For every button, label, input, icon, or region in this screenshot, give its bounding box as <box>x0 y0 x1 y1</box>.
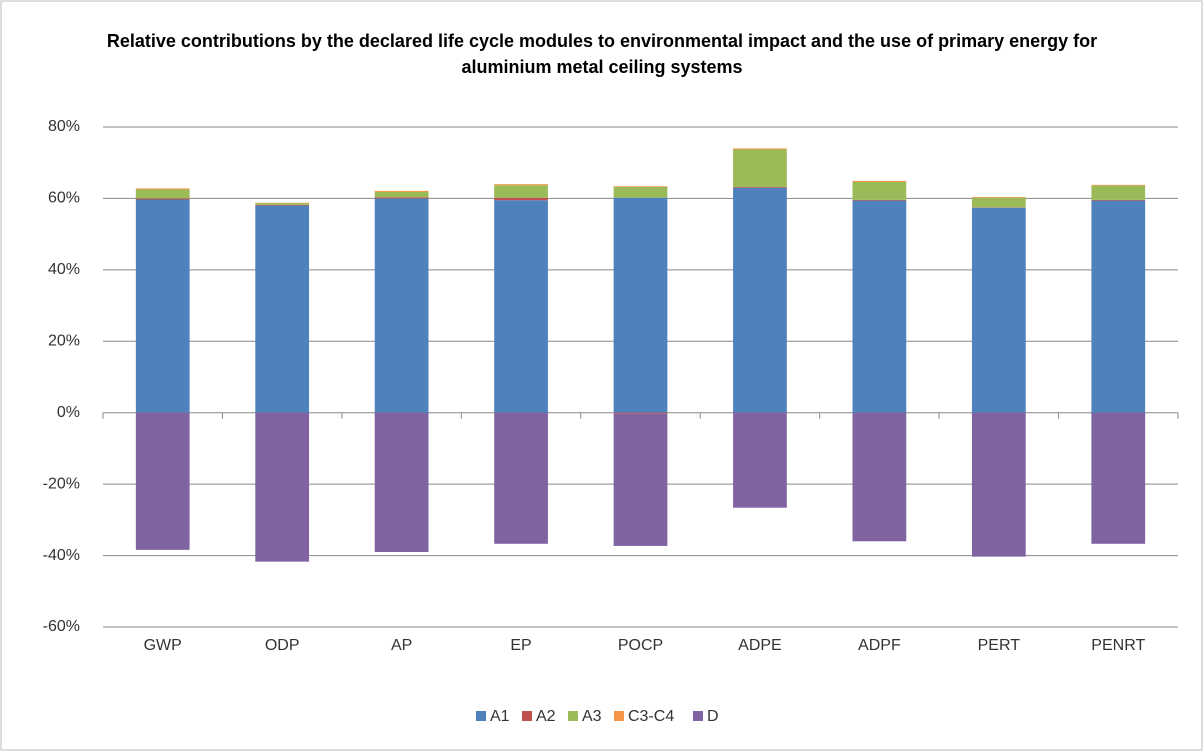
bar-segment <box>852 412 907 542</box>
bar-segment <box>494 200 548 413</box>
bar-segment <box>852 199 907 201</box>
bar-segment <box>255 204 310 206</box>
bar-segment <box>255 205 310 413</box>
bar-segment <box>733 149 787 187</box>
bar-segment <box>255 203 310 205</box>
bar-segment <box>494 184 548 186</box>
legend-swatch <box>476 711 486 721</box>
bar-segment <box>374 197 429 199</box>
bar-segment <box>971 197 1026 208</box>
bar-segment <box>135 189 190 199</box>
bar-segment <box>135 199 190 413</box>
bar-segment <box>374 412 429 552</box>
x-tick-label: ADPF <box>858 637 901 654</box>
bar-segment <box>374 190 429 192</box>
bar-segment <box>613 412 668 414</box>
x-tick-label: EP <box>510 637 531 654</box>
bar-segment <box>1091 199 1146 201</box>
bar-segment <box>971 197 1026 198</box>
x-tick-label: ODP <box>265 637 300 654</box>
y-tick-label: -40% <box>43 547 80 564</box>
legend-label: D <box>707 708 719 725</box>
y-tick-label: 80% <box>48 118 80 135</box>
legend-label: A1 <box>490 708 510 725</box>
bar-segment <box>135 412 190 550</box>
bar-segment <box>1091 200 1146 413</box>
y-tick-label: 40% <box>48 261 80 278</box>
bar-segment <box>494 412 548 544</box>
legend-label: A2 <box>536 708 556 725</box>
bar-segment <box>733 187 787 413</box>
y-tick-label: -20% <box>43 475 80 492</box>
legend-swatch <box>614 711 624 721</box>
y-tick-label: 60% <box>48 190 80 207</box>
legend-label: A3 <box>582 708 602 725</box>
bar-segment <box>135 188 190 190</box>
bar-segment <box>733 412 787 508</box>
legend-swatch <box>568 711 578 721</box>
bar-segment <box>494 197 548 201</box>
bar-segment <box>135 198 190 200</box>
bar-segment <box>1091 185 1146 200</box>
bar-segment <box>374 198 429 413</box>
bar-segment <box>1091 412 1146 544</box>
bar-segment <box>613 187 668 198</box>
x-tick-label: AP <box>391 637 412 654</box>
legend-swatch <box>522 711 532 721</box>
bar-segment <box>494 185 548 198</box>
bar-segment <box>852 180 907 182</box>
x-tick-label: PERT <box>978 637 1021 654</box>
bar-segment <box>1091 184 1146 186</box>
x-tick-label: POCP <box>618 637 663 654</box>
legend-label: C3-C4 <box>628 708 674 725</box>
bar-segment <box>971 412 1026 557</box>
bar-segment <box>613 413 668 546</box>
x-tick-label: PENRT <box>1091 637 1145 654</box>
bar-segment <box>852 182 907 200</box>
bar-segment <box>374 192 429 198</box>
bar-segment <box>971 207 1026 413</box>
y-tick-label: 0% <box>57 404 80 421</box>
bar-segment <box>733 187 787 188</box>
chart-title: Relative contributions by the declared l… <box>106 31 1098 77</box>
bar-segment <box>255 412 310 562</box>
bar-segment <box>733 148 787 150</box>
x-tick-label: ADPE <box>738 637 782 654</box>
legend-swatch <box>693 711 703 721</box>
x-tick-label: GWP <box>144 637 182 654</box>
y-tick-label: 20% <box>48 333 80 350</box>
bar-segment <box>613 197 668 413</box>
bar-segment <box>852 200 907 413</box>
y-tick-label: -60% <box>43 618 80 635</box>
bar-segment <box>613 186 668 187</box>
